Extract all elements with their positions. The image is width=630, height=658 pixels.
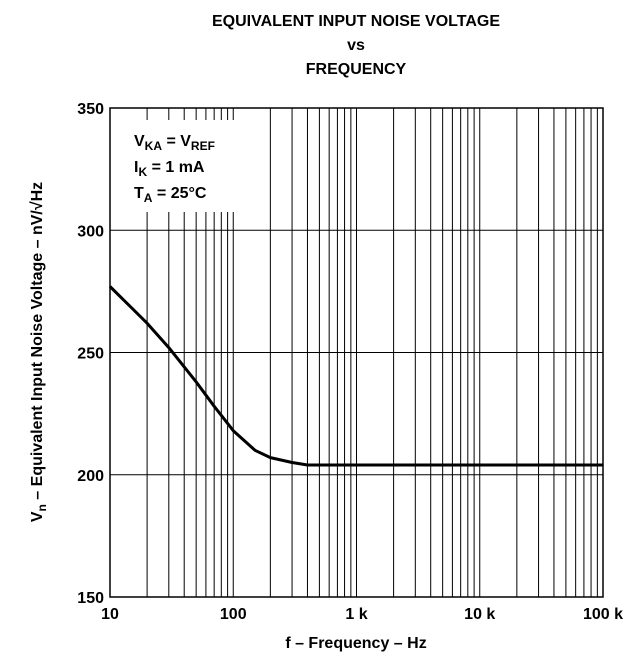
annotation-sub: KA (145, 139, 163, 153)
annotation-part: = V (162, 133, 191, 150)
annotation-part: = 1 mA (147, 159, 205, 176)
y-tick-label: 300 (77, 223, 104, 240)
annotation-part: I (134, 159, 138, 176)
y-axis-label: Vn – Equivalent Input Noise Voltage – nV… (29, 182, 49, 522)
annotation-sub: A (144, 191, 153, 205)
x-tick-label: 1 k (345, 606, 367, 623)
y-label-part: V (29, 511, 46, 522)
y-tick-label: 200 (77, 468, 104, 485)
y-tick-label: 250 (77, 346, 104, 363)
y-tick-label: 350 (77, 101, 104, 118)
x-tick-label: 100 (220, 606, 247, 623)
annotation: IK = 1 mA (134, 159, 205, 179)
chart-title: FREQUENCY (306, 61, 407, 78)
x-axis-label: f – Frequency – Hz (285, 635, 426, 652)
annotation-part: T (134, 185, 144, 202)
chart-title: vs (347, 37, 365, 54)
x-tick-label: 100 k (583, 606, 623, 623)
annotation: TA = 25°C (134, 185, 207, 205)
line (108, 285, 603, 467)
x-tick-label: 10 k (464, 606, 495, 623)
annotation-part: = 25°C (152, 185, 206, 202)
y-label-part: – Equivalent Input Noise Voltage – nV/√H… (29, 182, 46, 504)
annotation-part: V (134, 133, 145, 150)
y-label-sub: n (35, 504, 49, 511)
y-tick-label: 150 (77, 590, 104, 607)
annotation-sub: K (138, 165, 147, 179)
plot-frame (109, 107, 604, 598)
annotation-box (118, 120, 268, 212)
x-tick-label: 10 (101, 606, 119, 623)
chart-title: EQUIVALENT INPUT NOISE VOLTAGE (212, 13, 500, 30)
annotation: VKA = VREF (134, 133, 215, 153)
annotation-sub: REF (191, 139, 215, 153)
